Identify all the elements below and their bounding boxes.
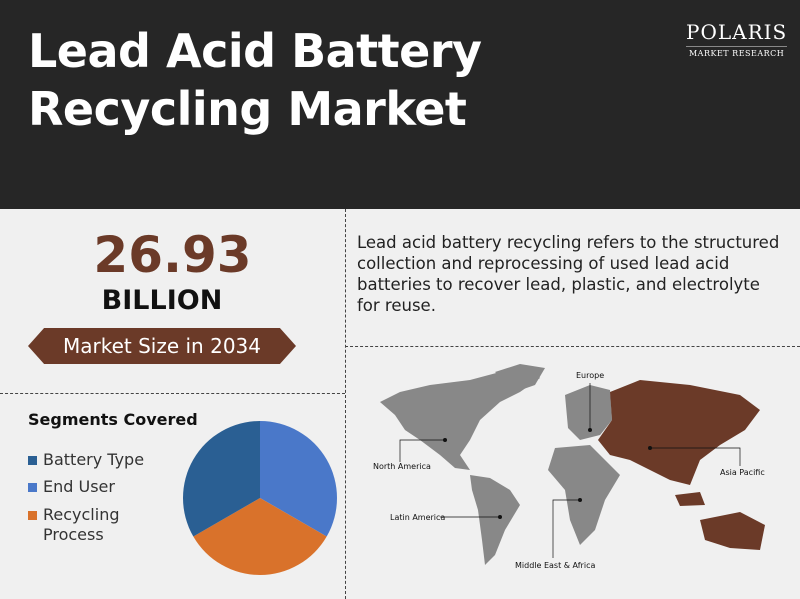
pie-chart — [183, 421, 337, 575]
market-value: 26.93 — [93, 226, 252, 284]
africa-shape — [548, 445, 620, 545]
europe-shape — [565, 385, 612, 440]
market-unit: BILLION — [101, 285, 223, 316]
map-label-europe: Europe — [576, 371, 604, 380]
left-divider — [0, 393, 345, 394]
legend-label: Battery Type — [43, 450, 145, 469]
market-size-badge: Market Size in 2034 — [28, 328, 296, 364]
logo-tagline: MARKET RESEARCH — [686, 46, 788, 58]
segments-title: Segments Covered — [28, 410, 198, 429]
map-label-north-america: North America — [373, 462, 431, 471]
map-label-latin-america: Latin America — [390, 513, 445, 522]
legend-swatch — [28, 511, 37, 520]
title-line-1: Lead Acid Battery — [28, 24, 482, 78]
title-line-2: Recycling Market — [28, 82, 467, 136]
map-label-asia-pacific: Asia Pacific — [720, 468, 765, 477]
logo-name: POLARIS — [686, 20, 788, 44]
greenland-shape — [495, 364, 545, 392]
legend-item: Battery Type — [28, 450, 144, 469]
vertical-divider — [345, 209, 346, 599]
legend-label: End User — [43, 477, 115, 496]
legend-item: Recycling Process — [28, 505, 148, 545]
right-divider — [345, 346, 800, 347]
pie-slice-battery-type — [183, 421, 260, 537]
legend-swatch — [28, 456, 37, 465]
legend-item: End User — [28, 477, 115, 496]
description: Lead acid battery recycling refers to th… — [357, 233, 780, 315]
legend-swatch — [28, 483, 37, 492]
legend-label: Recycling Process — [43, 505, 120, 544]
header: Lead Acid Battery Recycling Market POLAR… — [0, 0, 800, 209]
page-title: Lead Acid Battery Recycling Market — [28, 22, 482, 138]
asia-pacific-shape — [598, 380, 765, 550]
pie-slice-recycling-process — [193, 498, 327, 575]
polaris-logo: POLARIS MARKET RESEARCH — [686, 20, 788, 58]
north-america-shape — [380, 368, 540, 470]
latin-america-shape — [470, 475, 520, 565]
pie-slice-end-user — [260, 421, 337, 537]
world-map: Europe North America Latin America Middl… — [373, 364, 765, 570]
map-label-middle-east-africa: Middle East & Africa — [515, 561, 595, 570]
